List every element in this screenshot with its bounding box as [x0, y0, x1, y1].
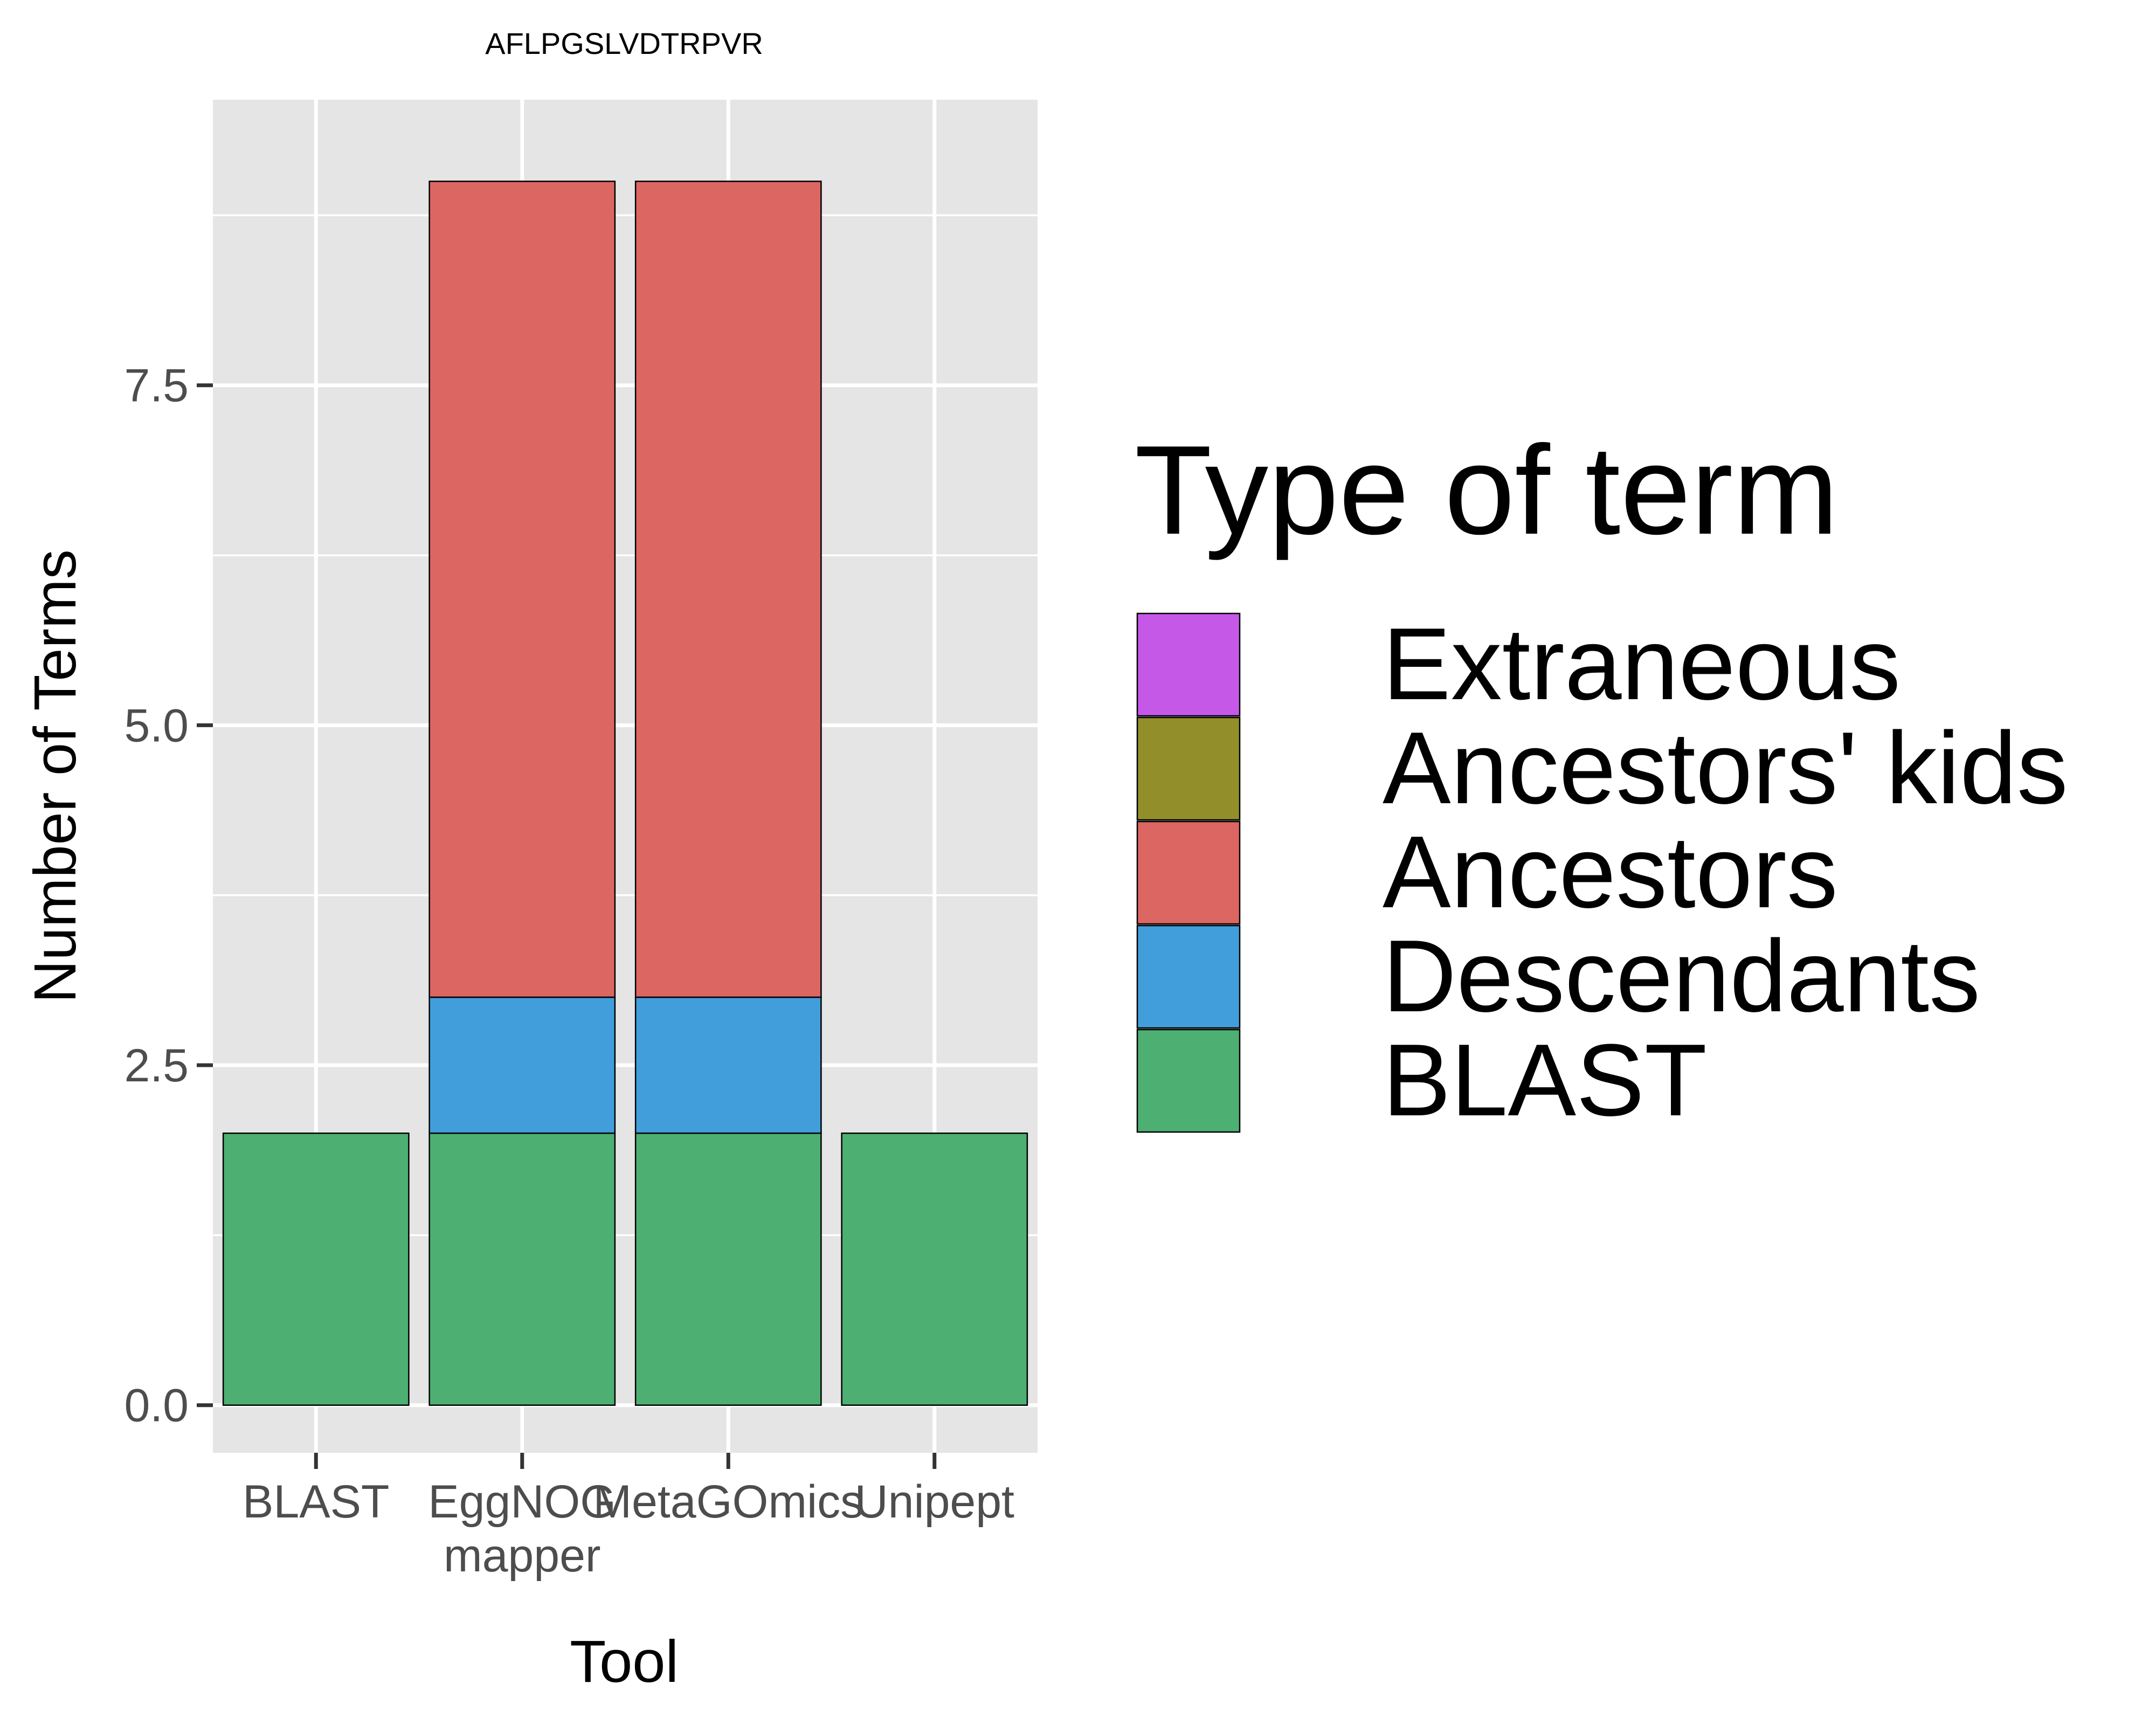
bar-segment	[841, 1132, 1028, 1406]
bars	[222, 181, 1028, 1406]
legend-label: Ancestors' kids	[1383, 711, 2068, 825]
x-tick-label: Unipept	[855, 1476, 1015, 1528]
y-axis-title: Number of Terms	[22, 549, 88, 1003]
legend-title: Type of term	[1135, 419, 1839, 561]
bar-segment	[429, 1132, 616, 1406]
y-axis: 0.0 2.5 5.0 7.5	[124, 360, 213, 1432]
bar-segment	[429, 181, 616, 998]
legend-label: Extraneous	[1383, 607, 1901, 721]
y-tick-label: 0.0	[124, 1380, 189, 1432]
x-tick-label: EggNOG mapper	[428, 1476, 616, 1582]
bar-segment	[634, 181, 822, 998]
bar-segment	[634, 996, 822, 1134]
legend-key	[1136, 820, 1241, 925]
legend-key	[1136, 716, 1241, 821]
x-tick-label: MetaGOmics	[593, 1476, 863, 1528]
legend-label: BLAST	[1383, 1023, 1707, 1137]
bar-segment	[222, 1132, 410, 1406]
legend-label: Descendants	[1383, 919, 1980, 1033]
y-tick-label: 5.0	[124, 700, 189, 751]
chart-title: AFLPGSLVDTRPVR	[485, 26, 763, 60]
legend-key	[1136, 1029, 1241, 1133]
x-tick-label: BLAST	[243, 1476, 389, 1528]
legend-label: Ancestors	[1383, 815, 1838, 929]
bar-segment	[634, 1132, 822, 1406]
x-axis-title: Tool	[570, 1629, 679, 1695]
legend-key	[1136, 612, 1241, 717]
y-tick-label: 7.5	[124, 360, 189, 412]
legend-key	[1136, 924, 1241, 1029]
y-tick-label: 2.5	[124, 1040, 189, 1092]
bar-segment	[429, 996, 616, 1134]
